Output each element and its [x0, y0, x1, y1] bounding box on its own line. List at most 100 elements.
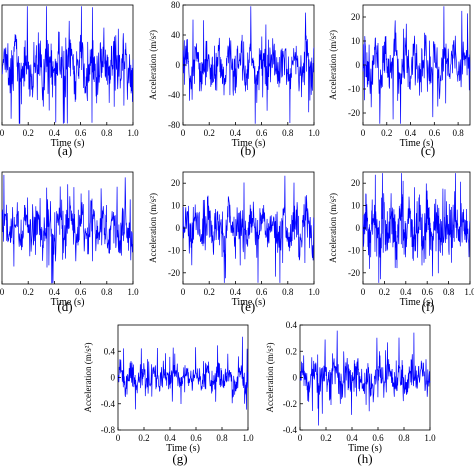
- y-axis-label-e: Acceleration (m/s²): [148, 193, 158, 263]
- y-tick-label-g-3: 0.4: [104, 346, 116, 356]
- y-tick-label-b-2: 0: [176, 60, 181, 70]
- signal-line-a: [1, 6, 134, 124]
- x-tick-label-c-4: 0.8: [452, 128, 464, 138]
- y-tick-label-g-2: 0: [111, 373, 116, 383]
- signal-line-f: [362, 173, 471, 283]
- x-tick-label-h-1: 0.2: [320, 433, 331, 443]
- y-tick-label-c-2: 0: [356, 60, 361, 70]
- x-tick-label-a-0: 0: [0, 128, 5, 138]
- panel-d: 0 0.2 0.4 0.6 0.8 1.0 Time (s)(d): [0, 171, 139, 314]
- x-tick-label-a-5: 1.0: [127, 128, 139, 138]
- y-axis-label-c: Acceleration (m/s²): [328, 30, 338, 100]
- y-tick-label-h-4: 0.4: [286, 320, 298, 330]
- x-tick-label-d-0: 0: [0, 287, 5, 297]
- y-axis-label-b: Acceleration (m/s²): [148, 30, 158, 100]
- y-tick-label-c-3: 10: [351, 36, 361, 46]
- x-tick-label-b-2: 0.4: [230, 128, 242, 138]
- x-tick-label-d-4: 0.8: [101, 287, 113, 297]
- x-tick-label-g-1: 0.2: [138, 433, 149, 443]
- y-tick-label-g-0: -0.8: [101, 425, 116, 435]
- x-tick-label-c-1: 0.2: [381, 128, 392, 138]
- x-tick-label-e-1: 0.2: [204, 287, 215, 297]
- x-tick-label-f-2: 0.4: [400, 287, 412, 297]
- x-tick-label-e-3: 0.6: [256, 287, 268, 297]
- panel-caption-b: (b): [240, 143, 255, 158]
- x-tick-label-h-2: 0.4: [346, 433, 358, 443]
- x-axis-label-f: Time (s): [400, 297, 434, 308]
- x-tick-label-c-2: 0.4: [405, 128, 417, 138]
- y-tick-label-b-1: -40: [168, 90, 180, 100]
- x-tick-label-d-3: 0.6: [75, 287, 87, 297]
- y-axis-label-g: Acceleration (m/s²): [83, 343, 93, 413]
- panel-caption-d: (d): [57, 299, 72, 314]
- panel-caption-e: (e): [241, 299, 255, 314]
- y-tick-label-c-1: -10: [348, 84, 360, 94]
- y-tick-label-f-3: 10: [351, 201, 361, 211]
- x-tick-label-a-1: 0.2: [23, 128, 34, 138]
- x-tick-label-b-5: 1.0: [308, 128, 320, 138]
- x-tick-label-g-2: 0.4: [164, 433, 176, 443]
- x-axis-label-g: Time (s): [166, 443, 200, 454]
- x-tick-label-f-0: 0: [361, 287, 366, 297]
- signal-line-b: [182, 6, 315, 124]
- panel-caption-h: (h): [357, 451, 372, 466]
- x-tick-label-e-4: 0.8: [282, 287, 294, 297]
- y-tick-label-e-4: 20: [171, 178, 181, 188]
- x-tick-label-h-3: 0.6: [372, 433, 384, 443]
- x-tick-label-h-5: 1.0: [424, 433, 436, 443]
- signal-line-g: [117, 336, 249, 410]
- x-tick-label-a-4: 0.8: [101, 128, 113, 138]
- x-tick-label-h-0: 0: [298, 433, 303, 443]
- x-tick-label-f-3: 0.6: [422, 287, 434, 297]
- x-tick-label-f-1: 0.2: [379, 287, 390, 297]
- x-tick-label-g-3: 0.6: [190, 433, 202, 443]
- panel-b: 0 0.2 0.4 0.6 0.8 1.0 -80 -40 0 40 80 Time (s) Accel…: [148, 0, 320, 158]
- y-tick-label-b-3: 40: [171, 30, 181, 40]
- x-tick-label-c-3: 0.6: [429, 128, 441, 138]
- panel-a: 0 0.2 0.4 0.6 0.8 1.0 Time (s)(a): [0, 4, 139, 158]
- panel-caption-g: (g): [172, 451, 187, 466]
- x-tick-label-a-3: 0.6: [75, 128, 87, 138]
- y-tick-label-f-1: -10: [348, 245, 360, 255]
- x-tick-label-d-5: 1.0: [127, 287, 139, 297]
- y-tick-label-f-0: -20: [348, 268, 360, 278]
- x-tick-label-g-4: 0.8: [216, 433, 228, 443]
- signal-line-c: [362, 6, 471, 124]
- y-tick-label-b-0: -80: [168, 120, 180, 130]
- y-tick-label-h-1: -0.2: [283, 399, 297, 409]
- panel-f: 0 0.2 0.4 0.6 0.8 1.0 -20 -10 0 10 20 Time (s) Accel…: [328, 171, 474, 314]
- x-tick-label-g-5: 1.0: [242, 433, 254, 443]
- x-axis-label-a: Time (s): [51, 138, 85, 149]
- x-tick-label-d-1: 0.2: [23, 287, 34, 297]
- panel-caption-f: (f): [422, 299, 435, 314]
- x-tick-label-c-0: 0: [361, 128, 366, 138]
- y-tick-label-b-4: 80: [171, 0, 181, 10]
- signal-line-d: [1, 174, 134, 284]
- x-axis-label-c: Time (s): [400, 138, 434, 149]
- x-tick-label-g-0: 0: [116, 433, 121, 443]
- x-tick-label-e-0: 0: [181, 287, 186, 297]
- y-tick-label-h-3: 0.2: [286, 346, 297, 356]
- y-tick-label-e-0: -20: [168, 268, 180, 278]
- signal-line-e: [182, 175, 315, 283]
- signal-line-h: [299, 330, 431, 426]
- x-tick-label-f-5: 1.0: [464, 287, 474, 297]
- y-tick-label-f-2: 0: [356, 223, 361, 233]
- x-tick-label-d-2: 0.4: [49, 287, 61, 297]
- axes-frame-d: [1, 171, 134, 285]
- x-tick-label-e-2: 0.4: [230, 287, 242, 297]
- y-tick-label-g-1: -0.4: [101, 399, 116, 409]
- y-tick-label-e-1: -10: [168, 245, 180, 255]
- x-tick-label-b-4: 0.8: [282, 128, 294, 138]
- y-tick-label-e-3: 10: [171, 201, 181, 211]
- y-tick-label-e-2: 0: [176, 223, 181, 233]
- x-axis-label-e: Time (s): [232, 297, 266, 308]
- x-tick-label-b-0: 0: [181, 128, 186, 138]
- x-axis-label-h: Time (s): [348, 443, 382, 454]
- y-tick-label-c-0: -20: [348, 108, 360, 118]
- y-tick-label-c-4: 20: [351, 12, 361, 22]
- x-axis-label-b: Time (s): [232, 138, 266, 149]
